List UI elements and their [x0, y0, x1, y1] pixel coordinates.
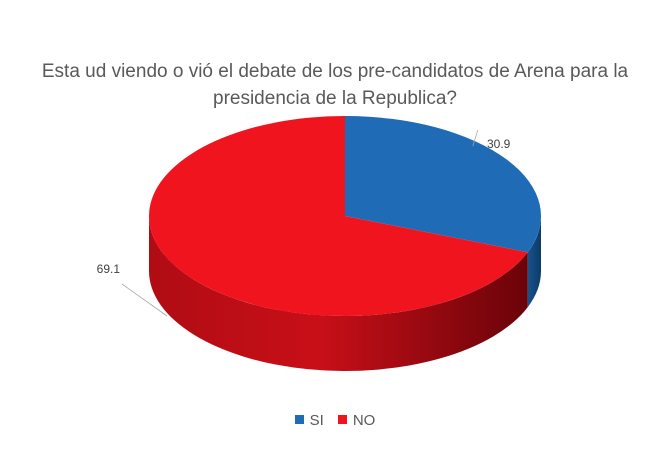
legend-swatch-no — [337, 414, 347, 424]
pie-side-si — [527, 216, 542, 308]
legend-swatch-si — [294, 414, 304, 424]
legend-item-si: SI — [294, 411, 324, 429]
legend-label-no: NO — [352, 411, 376, 429]
data-label-si: 30.9 — [487, 137, 511, 151]
leader-line-si — [472, 130, 479, 147]
pie-slice-si — [345, 116, 541, 253]
pie-side-no — [149, 216, 528, 371]
legend: SI NO — [0, 411, 670, 429]
data-label-no: 69.1 — [97, 262, 121, 276]
leader-line-no — [121, 283, 168, 317]
chart-title: Esta ud viendo o vió el debate de los pr… — [41, 61, 629, 109]
legend-item-no: NO — [337, 411, 376, 429]
pie-slice-no — [149, 116, 528, 316]
legend-label-si: SI — [309, 411, 324, 429]
